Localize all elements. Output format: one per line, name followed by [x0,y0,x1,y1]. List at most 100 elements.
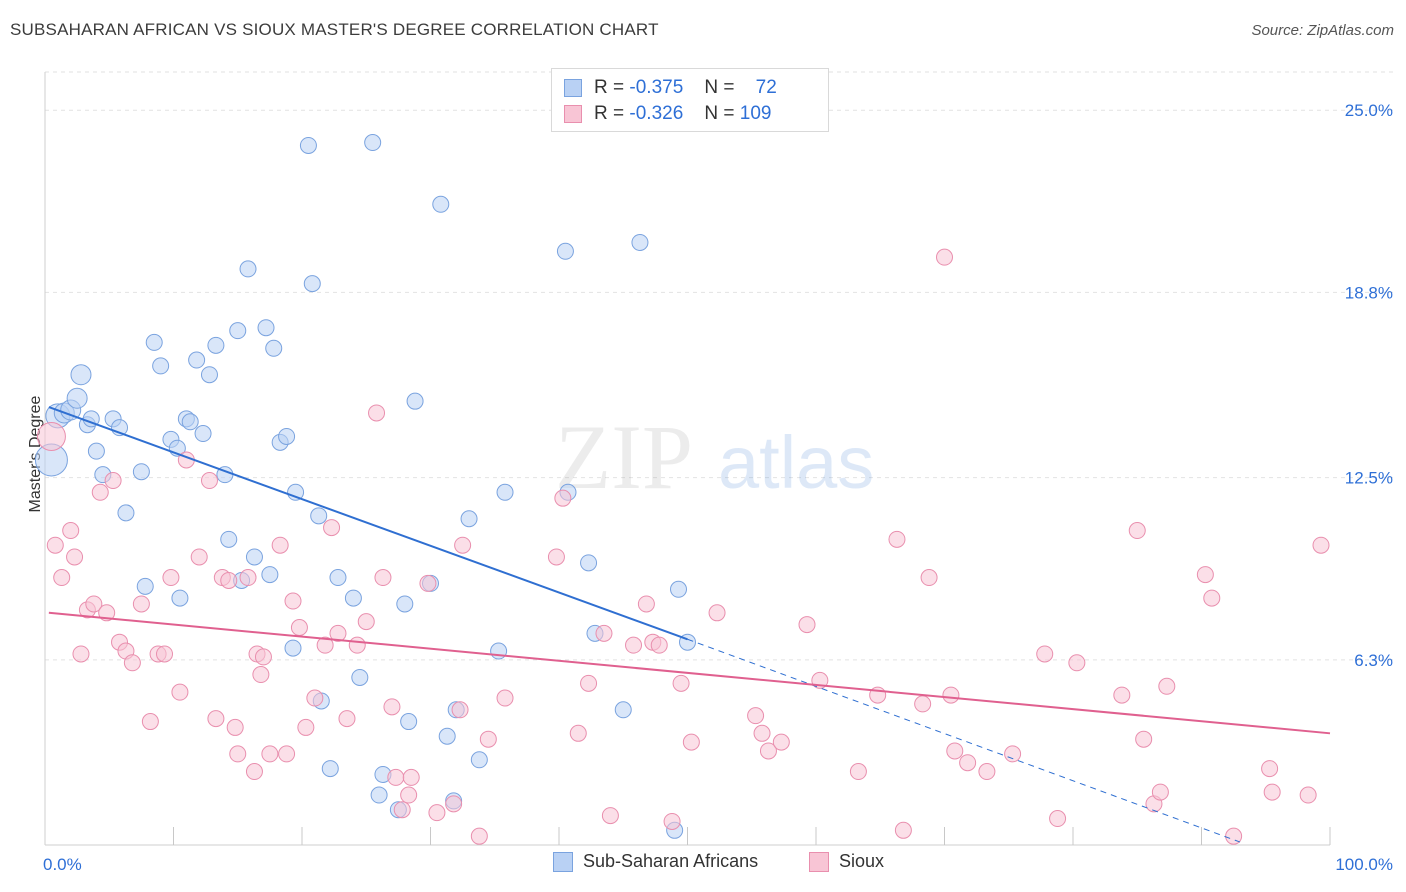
data-point-sioux [428,804,446,822]
data-point-sioux [454,536,472,554]
data-point-subsaharan [631,233,649,251]
data-point-subsaharan [188,351,206,369]
n-value: 72 [755,77,777,98]
data-point-subsaharan [220,530,238,548]
legend-item-sioux[interactable]: Sioux [809,851,884,872]
data-point-subsaharan [351,668,369,686]
data-point-sioux [1036,645,1054,663]
data-point-sioux [445,795,463,813]
data-point-sioux [123,654,141,672]
data-point-sioux [132,595,150,613]
r-label: R = [594,103,625,124]
data-point-sioux [672,674,690,692]
data-point-sioux [920,569,938,587]
watermark-atlas: atlas [718,421,874,504]
data-point-sioux [393,801,411,819]
y-tick-label: 25.0% [1345,101,1393,120]
data-point-subsaharan [245,548,263,566]
chart-source: Source: ZipAtlas.com [1251,22,1394,39]
data-point-subsaharan [614,701,632,719]
data-point-subsaharan [136,577,154,595]
y-tick-label: 18.8% [1345,283,1393,302]
trend-line-subsaharan [48,406,688,641]
data-point-sioux [547,548,565,566]
data-point-sioux [682,733,700,751]
data-point-sioux [1158,677,1176,695]
data-point-subsaharan [87,442,105,460]
data-point-sioux [580,674,598,692]
data-point-sioux [663,812,681,830]
data-point-sioux [85,595,103,613]
data-point-sioux [190,548,208,566]
data-point-subsaharan [171,589,189,607]
data-point-sioux [374,569,392,587]
data-point-sioux [383,698,401,716]
data-point-sioux [1135,730,1153,748]
data-point-subsaharan [117,504,135,522]
watermark-zip: ZIP [555,406,693,508]
legend-item-subsaharan[interactable]: Sub-Saharan Africans [553,851,758,872]
data-point-sioux [1312,536,1330,554]
data-point-subsaharan [329,569,347,587]
data-point-subsaharan [310,507,328,525]
data-point-sioux [601,807,619,825]
swatch-sioux [564,105,582,123]
data-point-sioux [91,483,109,501]
legend-swatch-sioux [809,851,829,872]
data-point-sioux [419,574,437,592]
stats-legend: R = -0.375 N = 72 R = -0.326 N = 109 [551,68,829,132]
data-points [34,134,1330,845]
chart-title: SUBSAHARAN AFRICAN VS SIOUX MASTER'S DEG… [10,20,659,39]
data-point-sioux [894,821,912,839]
data-point-sioux [1299,786,1317,804]
data-point-subsaharan [556,242,574,260]
data-point-sioux [278,745,296,763]
data-point-sioux [98,604,116,622]
data-point-subsaharan [145,333,163,351]
data-point-sioux [554,489,572,507]
data-point-subsaharan [278,427,296,445]
data-point-subsaharan [303,275,321,293]
legend-label-subsaharan: Sub-Saharan Africans [583,851,759,871]
data-point-sioux [1049,810,1067,828]
y-tick-label: 6.3% [1354,651,1393,670]
data-point-sioux [254,648,272,666]
data-point-sioux [936,248,953,266]
trend-line-sioux [48,611,1331,735]
data-point-sioux [595,624,613,642]
data-point-sioux [252,666,270,684]
x-tick-label: 100.0% [1335,855,1393,874]
data-point-sioux [400,786,418,804]
data-point-sioux [959,754,977,772]
data-point-sioux [1261,760,1279,778]
data-point-subsaharan [496,483,514,501]
data-point-subsaharan [344,589,362,607]
data-point-sioux [245,763,263,781]
data-point-subsaharan [239,260,257,278]
data-point-subsaharan [364,134,382,152]
watermark: ZIP atlas [555,406,874,508]
data-point-sioux [239,569,257,587]
data-point-sioux [772,733,790,751]
data-point-subsaharan [229,322,247,340]
data-point-sioux [271,536,289,554]
data-point-sioux [62,522,80,540]
n-label: N = [704,103,735,124]
data-point-sioux [914,695,932,713]
data-point-sioux [888,530,906,548]
data-point-subsaharan [400,713,418,731]
data-point-subsaharan [406,392,424,410]
data-point-sioux [290,619,308,637]
n-value: 109 [739,103,772,124]
r-value: -0.326 [629,103,684,124]
data-point-sioux [402,768,420,786]
data-point-sioux [1113,686,1131,704]
series-legend: Sub-Saharan Africans Sioux [0,851,1406,877]
data-point-sioux [220,571,238,589]
data-point-sioux [171,683,189,701]
data-point-subsaharan [470,751,488,769]
data-point-sioux [387,768,405,786]
data-point-sioux [451,701,469,719]
data-point-sioux [1151,783,1169,801]
